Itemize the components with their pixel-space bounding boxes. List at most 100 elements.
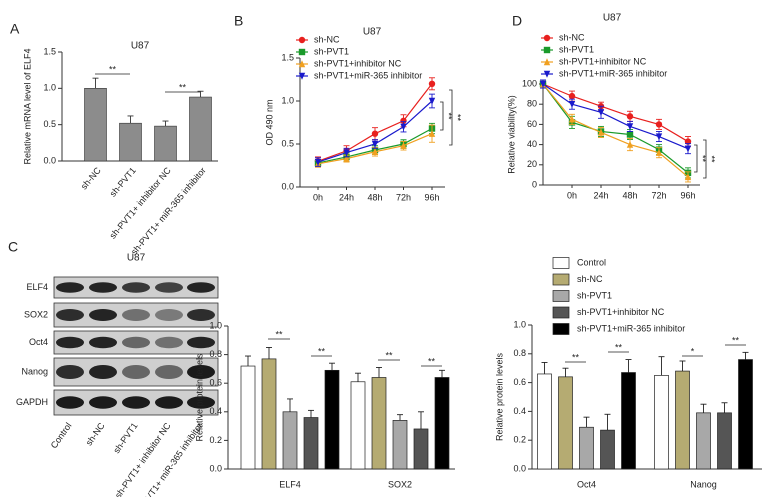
x-tick-label: 0h — [313, 192, 323, 202]
significance-label: ** — [732, 335, 740, 345]
marker — [343, 149, 350, 157]
y-tick-label: 0.0 — [209, 463, 222, 473]
blot-band — [122, 336, 150, 349]
bar — [579, 426, 594, 470]
bar — [261, 358, 277, 470]
bar — [434, 377, 450, 470]
significance-label: ** — [428, 356, 436, 366]
marker — [655, 133, 663, 141]
x-tick-label: Oct4 — [577, 479, 596, 489]
legend-swatch — [552, 273, 570, 286]
legend-label: sh-PVT1+miR-365 inhibitor — [559, 68, 667, 78]
marker — [568, 101, 576, 108]
x-tick-label: 48h — [367, 192, 382, 202]
marker — [597, 109, 605, 116]
blot-band — [187, 365, 215, 379]
y-axis-label: Relative mRNA level of ELF4 — [22, 48, 32, 164]
legend-swatch — [552, 306, 570, 319]
legend-label: sh-PVT1+inhibitor NC — [314, 58, 402, 68]
y-tick-label: 0.6 — [513, 377, 526, 387]
bar — [413, 428, 429, 470]
x-tick-label: 72h — [396, 192, 411, 202]
significance-label: ** — [318, 346, 326, 356]
bar — [303, 417, 319, 470]
significance-bracket — [440, 101, 444, 131]
marker — [400, 123, 407, 131]
y-tick-label: 1.0 — [209, 320, 222, 330]
blot-band — [155, 396, 183, 409]
y-tick-label: 1.0 — [281, 95, 294, 105]
y-tick-label: 1.5 — [281, 52, 294, 62]
marker — [400, 117, 407, 124]
legend-label: sh-NC — [577, 274, 603, 284]
significance-label: ** — [179, 82, 187, 92]
marker — [543, 34, 551, 42]
bar — [240, 365, 256, 470]
marker — [568, 92, 576, 100]
marker — [543, 58, 551, 66]
series-line — [542, 83, 689, 143]
blot-band — [155, 365, 183, 379]
blot-band — [56, 396, 84, 409]
significance-label: ** — [707, 155, 717, 163]
x-tick-label: 96h — [424, 192, 439, 202]
blot-band — [89, 282, 117, 293]
y-tick-label: 0.8 — [209, 349, 222, 359]
blot-band — [122, 365, 150, 379]
bar — [371, 377, 387, 470]
y-tick-label: 80 — [527, 99, 537, 109]
bar — [675, 370, 690, 470]
y-tick-label: 0.5 — [281, 138, 294, 148]
legend-label: sh-NC — [559, 32, 585, 42]
marker — [298, 36, 306, 44]
marker — [655, 148, 663, 156]
legend-label: Control — [577, 257, 606, 267]
blot-band — [187, 396, 215, 409]
bar — [350, 381, 366, 470]
marker — [314, 158, 322, 166]
x-tick-label: 48h — [622, 190, 637, 200]
blot-band — [56, 365, 84, 379]
marker — [543, 46, 551, 54]
blot-band — [122, 396, 150, 409]
y-tick-label: 20 — [527, 159, 537, 169]
y-tick-label: 1.0 — [43, 83, 56, 93]
legend-swatch — [552, 323, 570, 335]
bar — [392, 420, 408, 470]
bar — [119, 122, 142, 162]
marker — [428, 129, 436, 137]
blot-band — [187, 309, 215, 321]
legend-label: sh-NC — [314, 34, 340, 44]
x-tick-label: 0h — [567, 190, 577, 200]
marker — [298, 60, 306, 68]
significance-label: ** — [275, 329, 283, 339]
marker — [371, 140, 379, 148]
marker — [597, 128, 605, 136]
significance-label: ** — [698, 155, 708, 163]
x-tick-label: 24h — [593, 190, 608, 200]
blot-band — [89, 396, 117, 409]
y-tick-label: 0 — [532, 179, 537, 189]
protein-label: Nanog — [21, 366, 48, 376]
significance-bracket — [449, 89, 453, 146]
bar — [537, 373, 552, 470]
chart-title: U87 — [131, 41, 150, 52]
bar — [324, 369, 340, 470]
marker — [684, 145, 692, 153]
x-tick-label: 72h — [651, 190, 666, 200]
blot-band — [155, 309, 183, 321]
panel-letter: B — [234, 13, 243, 29]
marker — [371, 130, 379, 137]
bar — [717, 412, 732, 470]
bar — [84, 88, 107, 162]
blot-band — [122, 282, 150, 293]
legend-label: sh-PVT1+miR-365 inhibitor — [577, 323, 685, 333]
series-line — [542, 83, 689, 150]
bar — [282, 411, 298, 470]
y-tick-label: 0.4 — [513, 406, 526, 416]
significance-label: ** — [109, 64, 117, 74]
y-axis-label: Relative protein levels — [194, 353, 204, 442]
protein-label: GAPDH — [16, 397, 48, 407]
y-tick-label: 0.2 — [513, 435, 526, 445]
x-tick-label: sh-PVT1+ inhibitor NC — [107, 165, 173, 241]
